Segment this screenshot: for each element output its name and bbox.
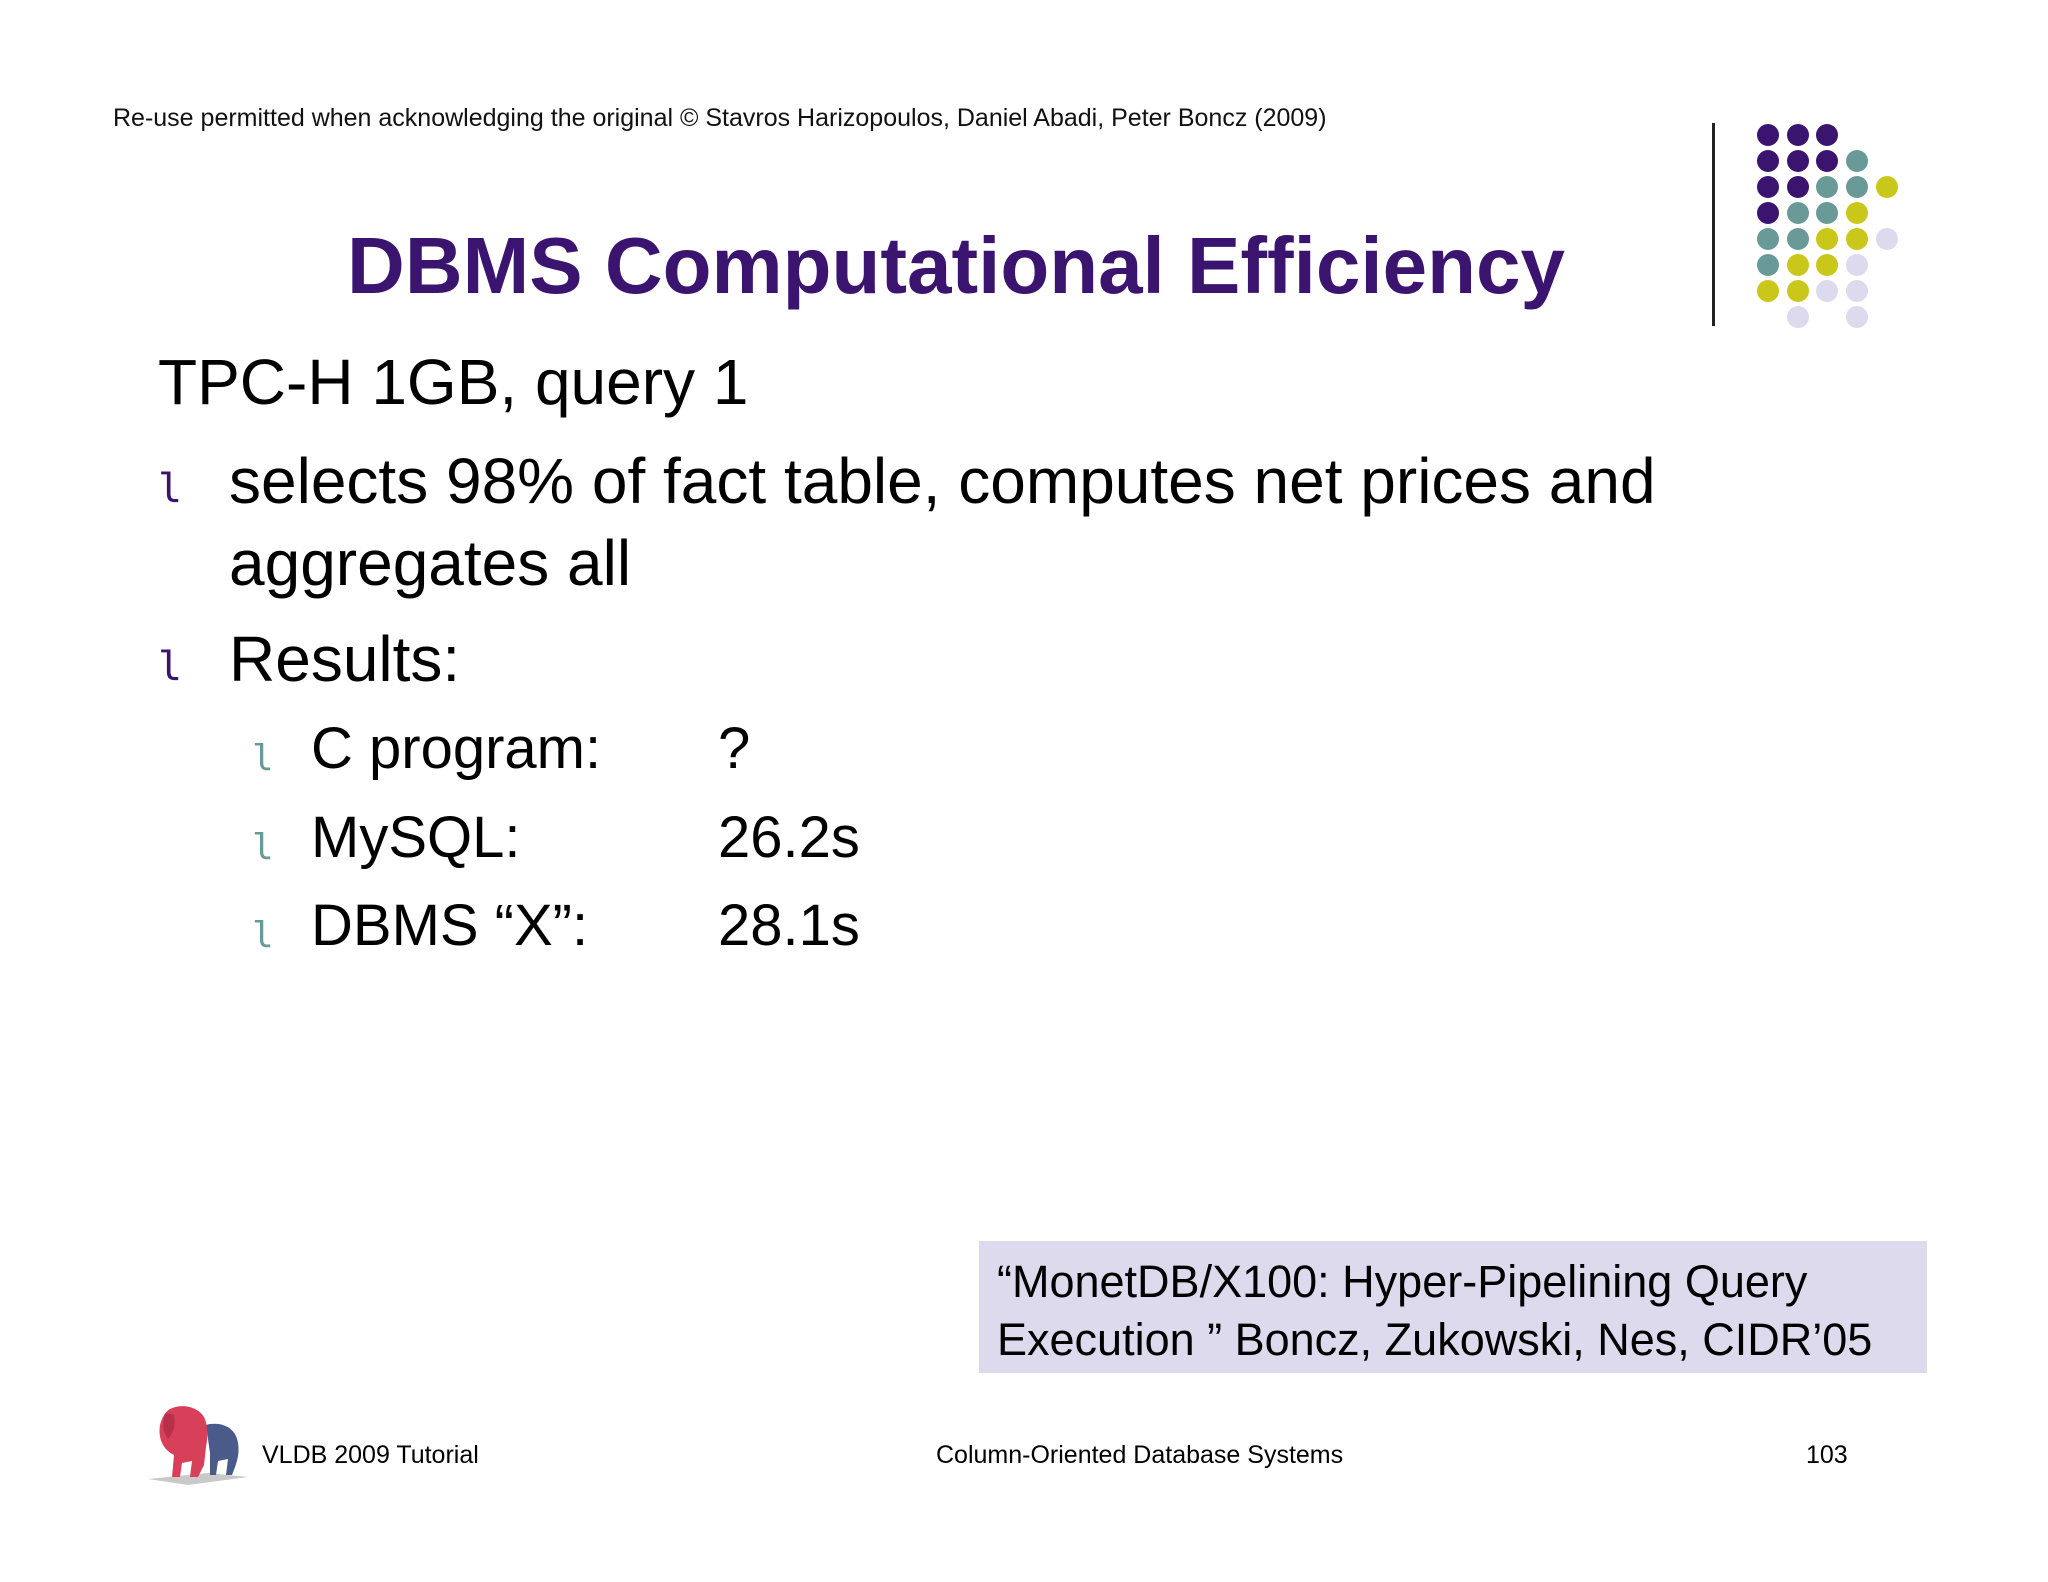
- citation-box: “MonetDB/X100: Hyper-Pipelining Query Ex…: [979, 1241, 1927, 1373]
- bullet-text-line: aggregates all: [229, 522, 1656, 604]
- bullet-text: selects 98% of fact table, computes net …: [229, 440, 1656, 604]
- bullet-text: Results:: [229, 618, 460, 700]
- footer-left: VLDB 2009 Tutorial: [262, 1441, 479, 1470]
- sub-bullet-marker: l: [252, 813, 274, 883]
- bullet-marker: l: [158, 448, 182, 530]
- result-label: C program:: [311, 714, 601, 784]
- slide-subtitle: TPC-H 1GB, query 1: [158, 345, 748, 419]
- bullet-text-line: selects 98% of fact table, computes net …: [229, 440, 1656, 522]
- result-label: DBMS “X”:: [311, 891, 588, 961]
- sub-bullet-marker: l: [252, 724, 274, 794]
- copyright-notice: Re-use permitted when acknowledging the …: [113, 104, 1327, 133]
- lion-logo-icon: [148, 1403, 248, 1485]
- sub-bullet-marker: l: [252, 901, 274, 971]
- bullet-marker: l: [158, 626, 182, 708]
- page-number: 103: [1806, 1441, 1848, 1470]
- result-value: ?: [718, 714, 750, 784]
- result-value: 28.1s: [718, 891, 860, 961]
- result-label: MySQL:: [311, 803, 521, 873]
- citation-line: Execution ” Boncz, Zukowski, Nes, CIDR’0…: [997, 1311, 1909, 1369]
- result-value: 26.2s: [718, 803, 860, 873]
- footer-center: Column-Oriented Database Systems: [936, 1441, 1343, 1470]
- citation-line: “MonetDB/X100: Hyper-Pipelining Query: [997, 1253, 1909, 1311]
- slide-title: DBMS Computational Efficiency: [0, 220, 1912, 312]
